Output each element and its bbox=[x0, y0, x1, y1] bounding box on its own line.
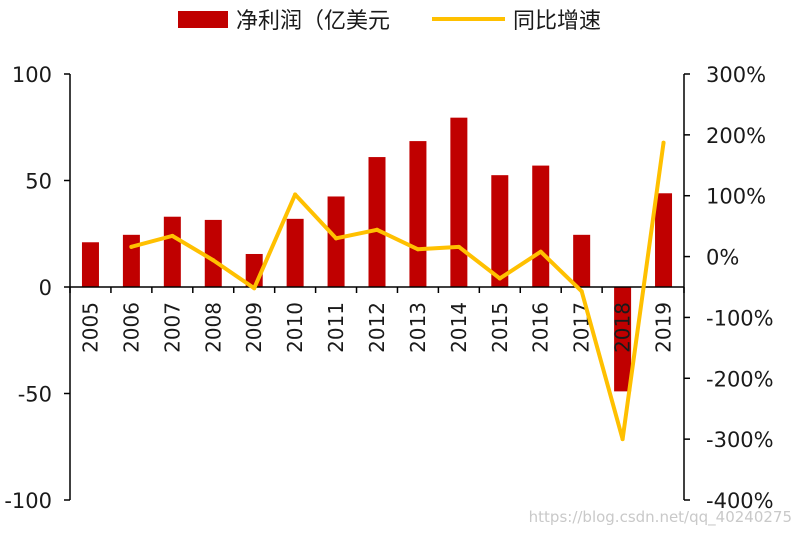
right-axis-tick-label: 300% bbox=[706, 63, 766, 87]
bar-net-profit bbox=[81, 242, 99, 287]
bar-net-profit bbox=[409, 141, 427, 287]
x-axis-tick-label: 2014 bbox=[447, 302, 471, 353]
right-axis-tick-label: -300% bbox=[706, 428, 774, 452]
left-axis-tick-label: 100 bbox=[12, 63, 52, 87]
plot-area: 100 50 0 -50 -100 300% 200% 100% 0% -100% -200% -30… bbox=[4, 63, 773, 513]
point-yoy-growth bbox=[538, 249, 543, 254]
legend-swatch-net-profit bbox=[178, 11, 228, 28]
point-yoy-growth bbox=[293, 192, 298, 197]
left-axis-tick-label: -100 bbox=[4, 489, 52, 513]
point-yoy-growth bbox=[170, 233, 175, 238]
bar-net-profit bbox=[327, 196, 345, 287]
point-yoy-growth bbox=[661, 140, 666, 145]
point-yoy-growth bbox=[579, 289, 584, 294]
right-axis-tick-label: 0% bbox=[706, 246, 739, 270]
point-yoy-growth bbox=[456, 244, 461, 249]
right-axis-tick-label: -400% bbox=[706, 489, 774, 513]
left-axis-tick-label: 0 bbox=[39, 276, 52, 300]
bar-net-profit bbox=[286, 218, 304, 287]
x-axis-tick-label: 2018 bbox=[611, 302, 635, 353]
right-axis-tick-label: -200% bbox=[706, 367, 774, 391]
point-yoy-growth bbox=[211, 258, 216, 263]
left-axis-tick-label: 50 bbox=[25, 170, 52, 194]
x-axis-tick-label: 2016 bbox=[529, 302, 553, 353]
x-axis-tick-label: 2013 bbox=[406, 302, 430, 353]
bar-net-profit bbox=[450, 117, 468, 287]
bar-net-profit bbox=[655, 193, 673, 287]
x-axis-tick-label: 2008 bbox=[201, 302, 225, 353]
watermark: https://blog.csdn.net/qq_40240275 bbox=[529, 508, 792, 527]
bar-net-profit bbox=[573, 234, 591, 287]
bar-net-profit bbox=[532, 165, 550, 287]
point-yoy-growth bbox=[334, 236, 339, 241]
bar-net-profit bbox=[614, 287, 632, 392]
bar-net-profit bbox=[204, 219, 222, 287]
legend-label-yoy-growth: 同比增速 bbox=[513, 9, 601, 34]
bar-net-profit bbox=[368, 157, 386, 287]
point-yoy-growth bbox=[497, 276, 502, 281]
point-yoy-growth bbox=[129, 244, 134, 249]
left-axis-tick-label: -50 bbox=[18, 383, 52, 407]
x-axis-tick-label: 2009 bbox=[242, 302, 266, 353]
right-axis-tick-label: 200% bbox=[706, 124, 766, 148]
bar-net-profit bbox=[122, 234, 140, 287]
point-yoy-growth bbox=[620, 437, 625, 442]
x-axis-tick-label: 2019 bbox=[652, 302, 676, 353]
x-axis-tick-label: 2007 bbox=[160, 302, 184, 353]
point-yoy-growth bbox=[415, 247, 420, 252]
legend-label-net-profit: 净利润（亿美元 bbox=[236, 9, 390, 34]
x-axis-tick-label: 2005 bbox=[78, 302, 102, 353]
right-axis-tick-label: 100% bbox=[706, 185, 766, 209]
x-axis-tick-label: 2012 bbox=[365, 302, 389, 353]
x-axis-tick-label: 2010 bbox=[283, 302, 307, 353]
legend: 净利润（亿美元 同比增速 bbox=[178, 9, 601, 34]
x-axis-tick-label: 2011 bbox=[324, 302, 348, 353]
bar-net-profit bbox=[491, 175, 509, 287]
x-axis-tick-label: 2015 bbox=[488, 302, 512, 353]
line-yoy-growth bbox=[129, 140, 666, 442]
x-axis-tick-label: 2006 bbox=[119, 302, 143, 353]
point-yoy-growth bbox=[375, 227, 379, 232]
point-yoy-growth bbox=[252, 286, 257, 291]
right-axis-tick-label: -100% bbox=[706, 306, 774, 330]
bar-net-profit bbox=[163, 216, 181, 287]
